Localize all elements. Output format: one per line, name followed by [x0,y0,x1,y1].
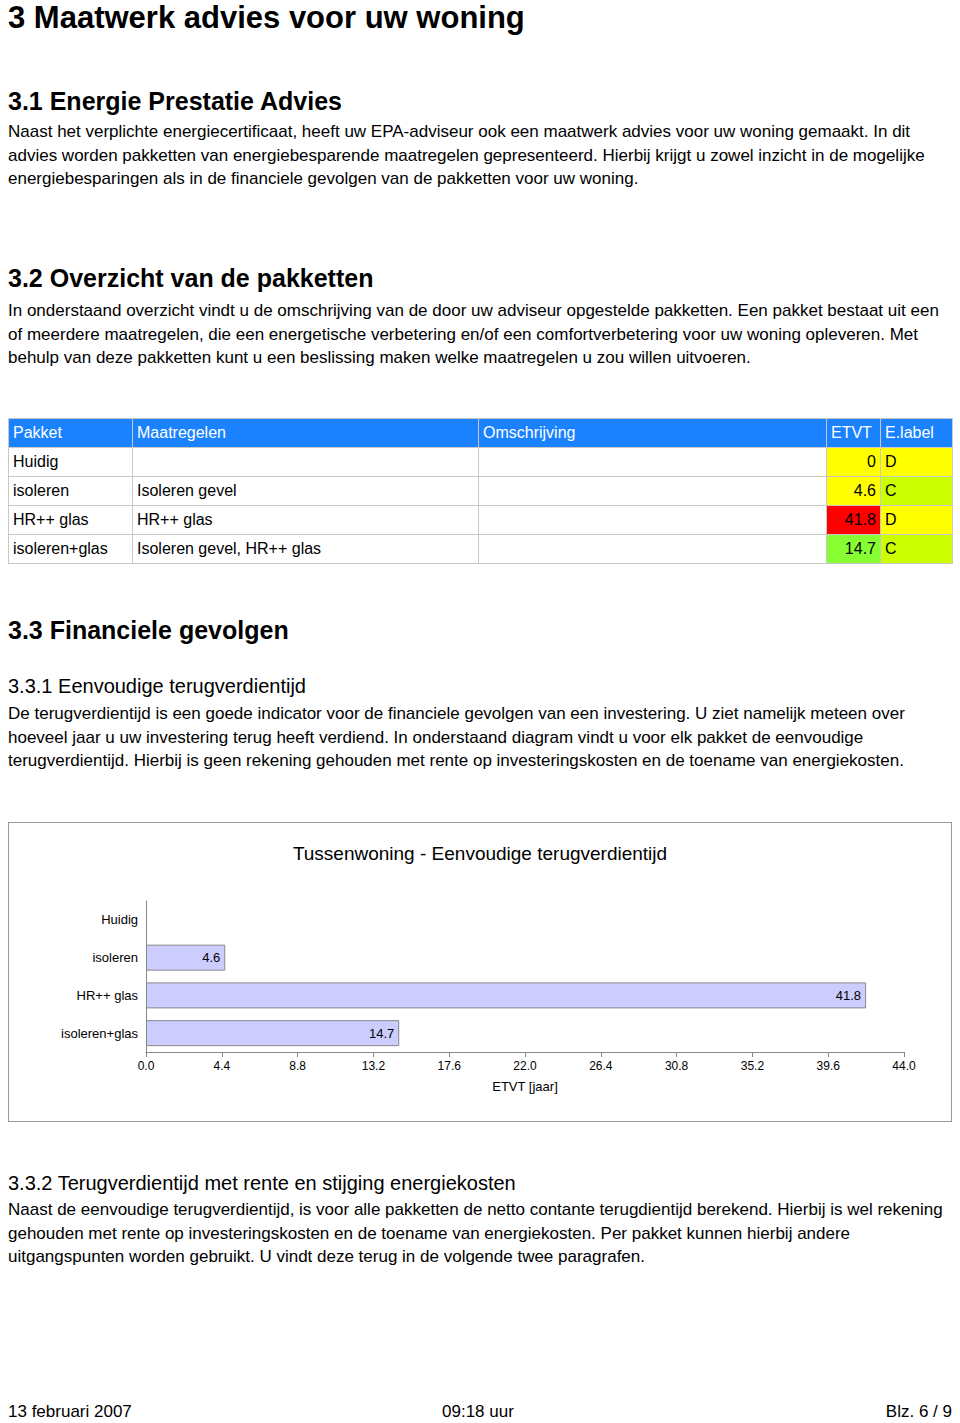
html-text:HR++ glas: HR++ glas [137,511,213,528]
html-text:3.3 Financiele gevolgen: 3.3 Financiele gevolgen [8,616,289,644]
svg-text:8.8: 8.8 [289,1059,306,1073]
svg-text:41.8: 41.8 [836,988,861,1003]
html-text:14.7: 14.7 [844,540,876,557]
svg-text:isoleren: isoleren [92,950,138,965]
html-text:13 februari 2007: 13 februari 2007 [8,1402,132,1421]
html-text:Omschrijving: Omschrijving [483,424,576,441]
html-text:C: C [885,540,897,557]
html-text:HR++ glas: HR++ glas [13,511,89,528]
svg-text:35.2: 35.2 [741,1059,765,1073]
html-text:Blz. 6 / 9: Blz. 6 / 9 [885,1402,952,1421]
html-text:3.1 Energie Prestatie Advies: 3.1 Energie Prestatie Advies [8,87,342,115]
html-text:D: D [885,511,897,528]
html-text:D: D [885,453,897,470]
html-text:Naast de eenvoudige terugverdi: Naast de eenvoudige terugverdientijd, is… [8,1200,943,1267]
html-text:3.2 Overzicht van de pakketten: 3.2 Overzicht van de pakketten [8,264,374,292]
svg-text:30.8: 30.8 [665,1059,689,1073]
html-text:3 Maatwerk advies voor uw woni: 3 Maatwerk advies voor uw woning [8,0,525,35]
svg-text:44.0: 44.0 [892,1059,916,1073]
html-text:Pakket: Pakket [13,424,62,441]
html-text:0: 0 [867,453,876,470]
svg-text:0.0: 0.0 [138,1059,155,1073]
html-text:E.label: E.label [885,424,934,441]
html-text:Maatregelen: Maatregelen [137,424,226,441]
html-text:4.6: 4.6 [853,482,876,499]
html-text:isoleren: isoleren [13,482,69,499]
html-text:Huidig: Huidig [13,453,59,470]
html-text:3.3.1 Eenvoudige terugverdient: 3.3.1 Eenvoudige terugverdientijd [8,675,306,697]
html-text:09:18 uur: 09:18 uur [442,1402,514,1421]
svg-text:13.2: 13.2 [362,1059,386,1073]
html-text:In onderstaand overzicht vindt: In onderstaand overzicht vindt u de omsc… [8,301,939,368]
svg-text:ETVT [jaar]: ETVT [jaar] [492,1079,558,1094]
svg-text:17.6: 17.6 [438,1059,462,1073]
svg-text:26.4: 26.4 [589,1059,613,1073]
svg-text:Tussenwoning - Eenvoudige teru: Tussenwoning - Eenvoudige terugverdienti… [293,843,667,864]
html-text:De terugverdientijd is een goe: De terugverdientijd is een goede indicat… [8,704,905,771]
html-text:isoleren+glas: isoleren+glas [13,540,108,557]
html-text:Isoleren gevel, HR++ glas: Isoleren gevel, HR++ glas [137,540,322,557]
svg-text:4.4: 4.4 [213,1059,230,1073]
svg-text:22.0: 22.0 [513,1059,537,1073]
html-text:ETVT: ETVT [831,424,872,441]
svg-text:HR++ glas: HR++ glas [77,988,139,1003]
html-text:Isoleren gevel: Isoleren gevel [137,482,237,499]
html-text:41.8: 41.8 [844,511,876,528]
svg-text:14.7: 14.7 [369,1026,394,1041]
html-text:3.3.2 Terugverdientijd met ren: 3.3.2 Terugverdientijd met rente en stij… [8,1172,516,1194]
svg-text:4.6: 4.6 [202,950,220,965]
svg-text:isoleren+glas: isoleren+glas [61,1026,138,1041]
html-text:C: C [885,482,897,499]
svg-text:39.6: 39.6 [817,1059,841,1073]
svg-text:Huidig: Huidig [101,912,138,927]
html-text:Naast het verplichte energiece: Naast het verplichte energiecertificaat,… [8,122,925,189]
